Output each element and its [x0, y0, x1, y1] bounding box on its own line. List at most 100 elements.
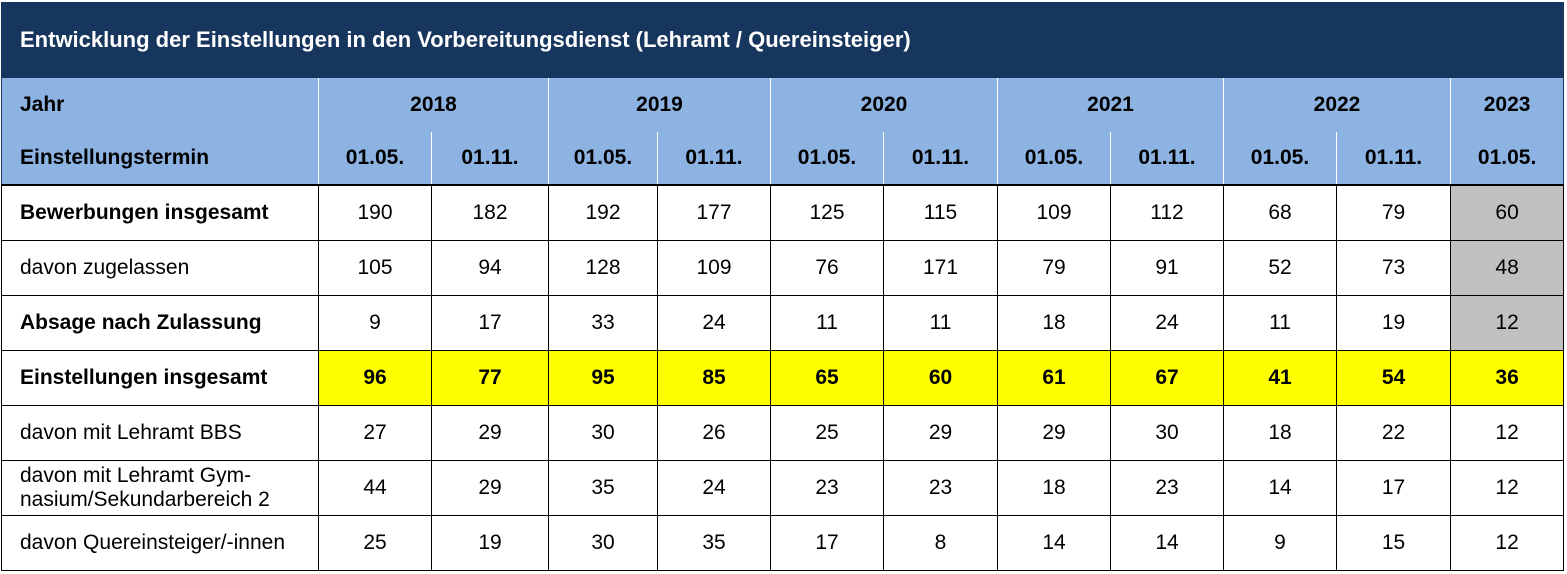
- table-cell: 36: [1449, 350, 1565, 406]
- table-cell: 52: [1223, 240, 1337, 296]
- table-cell: 27: [318, 405, 432, 461]
- year-header: 2018: [318, 77, 549, 132]
- table-cell: 67: [1110, 350, 1224, 406]
- row-label: Einstellungen insgesamt: [1, 350, 319, 406]
- table-row: davon Quereinsteiger/-innen 25 19 30 35 …: [1, 515, 1565, 571]
- table-row: davon mit Lehramt BBS 27 29 30 26 25 29 …: [1, 405, 1565, 461]
- table-cell: 60: [1449, 184, 1565, 241]
- table-cell: 48: [1449, 240, 1565, 296]
- table-cell: 177: [657, 184, 771, 241]
- table-cell: 182: [431, 184, 549, 241]
- table-cell: 44: [318, 460, 432, 516]
- date-header: 01.11.: [883, 132, 998, 186]
- row-label: davon mit Lehramt BBS: [1, 405, 319, 461]
- row-label: Absage nach Zulassung: [1, 295, 319, 351]
- date-header: 01.05.: [770, 132, 884, 186]
- table-cell: 85: [657, 350, 771, 406]
- table-cell: 14: [997, 515, 1111, 571]
- table-cell: 190: [318, 184, 432, 241]
- table-cell: 109: [657, 240, 771, 296]
- table-cell: 24: [657, 460, 771, 516]
- table-row-total: Einstellungen insgesamt 96 77 95 85 65 6…: [1, 350, 1565, 406]
- table-cell: 96: [318, 350, 432, 406]
- date-header: 01.11.: [1336, 132, 1451, 186]
- row-label: davon Quereinsteiger/-innen: [1, 515, 319, 571]
- year-header-row: Jahr 2018 2019 2020 2021 2022 2023: [1, 77, 1565, 132]
- year-header: 2022: [1223, 77, 1451, 132]
- year-header: 2021: [997, 77, 1224, 132]
- table-cell: 14: [1110, 515, 1224, 571]
- table-cell: 29: [431, 405, 549, 461]
- table-row: Absage nach Zulassung 9 17 33 24 11 11 1…: [1, 295, 1565, 351]
- table-cell: 24: [1110, 295, 1224, 351]
- table-cell: 15: [1336, 515, 1451, 571]
- table-cell: 12: [1449, 405, 1565, 461]
- table-cell: 17: [770, 515, 884, 571]
- table-cell: 17: [1336, 460, 1451, 516]
- table-cell: 26: [657, 405, 771, 461]
- table-cell: 9: [318, 295, 432, 351]
- table-cell: 33: [548, 295, 658, 351]
- table-cell: 12: [1449, 515, 1565, 571]
- table-cell: 41: [1223, 350, 1337, 406]
- table-cell: 76: [770, 240, 884, 296]
- table-cell: 19: [1336, 295, 1451, 351]
- table-cell: 79: [997, 240, 1111, 296]
- date-header: 01.05.: [548, 132, 658, 186]
- table-cell: 23: [770, 460, 884, 516]
- table-cell: 25: [318, 515, 432, 571]
- table-cell: 54: [1336, 350, 1451, 406]
- date-header: 01.05.: [997, 132, 1111, 186]
- table-cell: 18: [1223, 405, 1337, 461]
- table-row: Bewerbungen insgesamt 190 182 192 177 12…: [1, 184, 1565, 241]
- table-cell: 30: [1110, 405, 1224, 461]
- table-cell: 9: [1223, 515, 1337, 571]
- table-cell: 77: [431, 350, 549, 406]
- table-cell: 12: [1449, 460, 1565, 516]
- date-header: 01.11.: [657, 132, 771, 186]
- year-header: 2023: [1449, 77, 1565, 132]
- table-cell: 109: [997, 184, 1111, 241]
- table-cell: 29: [883, 405, 998, 461]
- table-cell: 91: [1110, 240, 1224, 296]
- year-label: Jahr: [1, 77, 319, 132]
- row-label: davon zugelassen: [1, 240, 319, 296]
- table-cell: 23: [883, 460, 998, 516]
- table-cell: 105: [318, 240, 432, 296]
- table-cell: 35: [657, 515, 771, 571]
- table-cell: 112: [1110, 184, 1224, 241]
- table-cell: 24: [657, 295, 771, 351]
- table-cell: 68: [1223, 184, 1337, 241]
- date-label: Einstellungstermin: [1, 132, 319, 186]
- year-header: 2019: [548, 77, 771, 132]
- date-header-row: Einstellungstermin 01.05. 01.11. 01.05. …: [1, 132, 1565, 186]
- date-header: 01.11.: [431, 132, 549, 186]
- row-label: Bewerbungen insgesamt: [1, 184, 319, 241]
- row-label: davon mit Lehramt Gym- nasium/Sekundarbe…: [1, 460, 319, 516]
- table-cell: 18: [997, 295, 1111, 351]
- table-cell: 35: [548, 460, 658, 516]
- table-cell: 11: [883, 295, 998, 351]
- table-cell: 23: [1110, 460, 1224, 516]
- table-cell: 19: [431, 515, 549, 571]
- table-cell: 29: [997, 405, 1111, 461]
- table-cell: 17: [431, 295, 549, 351]
- table-cell: 125: [770, 184, 884, 241]
- table-cell: 128: [548, 240, 658, 296]
- table-cell: 73: [1336, 240, 1451, 296]
- year-header: 2020: [770, 77, 998, 132]
- table-cell: 61: [997, 350, 1111, 406]
- table-cell: 25: [770, 405, 884, 461]
- date-header: 01.05.: [1449, 132, 1565, 186]
- table-cell: 12: [1449, 295, 1565, 351]
- row-label-line: nasium/Sekundarbereich 2: [20, 488, 270, 511]
- table-cell: 22: [1336, 405, 1451, 461]
- table-cell: 30: [548, 405, 658, 461]
- table-row: davon zugelassen 105 94 128 109 76 171 7…: [1, 240, 1565, 296]
- table-cell: 65: [770, 350, 884, 406]
- table-cell: 171: [883, 240, 998, 296]
- table-cell: 115: [883, 184, 998, 241]
- table-cell: 11: [1223, 295, 1337, 351]
